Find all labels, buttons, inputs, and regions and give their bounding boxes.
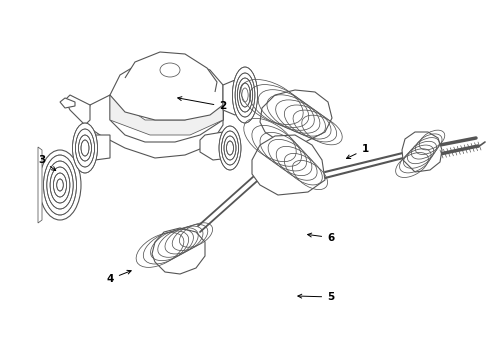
- Ellipse shape: [232, 67, 258, 123]
- Ellipse shape: [73, 123, 98, 173]
- Ellipse shape: [235, 73, 255, 117]
- Polygon shape: [402, 132, 442, 172]
- Polygon shape: [110, 58, 223, 120]
- Polygon shape: [200, 132, 240, 160]
- Text: 3: 3: [38, 155, 56, 171]
- Text: 1: 1: [346, 144, 368, 158]
- Ellipse shape: [221, 131, 239, 165]
- Ellipse shape: [219, 126, 241, 170]
- Polygon shape: [125, 52, 217, 92]
- Ellipse shape: [44, 155, 76, 215]
- Text: 6: 6: [308, 233, 334, 243]
- Ellipse shape: [240, 83, 250, 107]
- Polygon shape: [85, 135, 110, 160]
- Polygon shape: [260, 90, 332, 142]
- Ellipse shape: [219, 126, 241, 170]
- Text: 4: 4: [106, 270, 131, 284]
- Ellipse shape: [226, 141, 234, 155]
- Ellipse shape: [232, 67, 258, 123]
- Ellipse shape: [73, 123, 98, 173]
- Polygon shape: [60, 98, 75, 108]
- Polygon shape: [85, 95, 223, 158]
- Polygon shape: [252, 135, 325, 195]
- Polygon shape: [223, 80, 245, 115]
- Ellipse shape: [81, 140, 89, 156]
- Polygon shape: [152, 228, 205, 274]
- Ellipse shape: [237, 78, 253, 112]
- Ellipse shape: [75, 129, 95, 167]
- Polygon shape: [38, 147, 42, 223]
- Polygon shape: [110, 95, 223, 135]
- Polygon shape: [65, 95, 90, 125]
- Text: 2: 2: [178, 97, 226, 111]
- Ellipse shape: [224, 136, 236, 160]
- Ellipse shape: [78, 135, 92, 161]
- Ellipse shape: [160, 63, 180, 77]
- Text: 5: 5: [298, 292, 334, 302]
